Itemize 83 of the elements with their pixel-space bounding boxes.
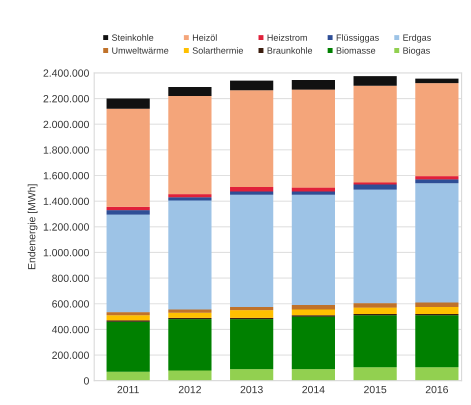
bar xyxy=(168,87,212,96)
bar xyxy=(292,80,336,90)
bar xyxy=(106,108,150,207)
y-tick-label: 1.400.000 xyxy=(44,198,89,206)
bar xyxy=(168,200,212,310)
y-tick-label: 200.000 xyxy=(52,352,89,359)
y-tick-label: 2.000.000 xyxy=(44,120,89,128)
bar xyxy=(415,306,458,314)
y-tick-label: 1.800.000 xyxy=(44,146,89,154)
bar xyxy=(415,179,458,184)
y-axis-title: Endenergie [MWh] xyxy=(28,184,38,270)
y-tick-label: 1.200.000 xyxy=(44,223,89,231)
bar xyxy=(292,188,336,192)
bar xyxy=(354,315,397,368)
bar xyxy=(292,192,336,195)
x-tick-label: 2013 xyxy=(240,386,263,394)
legend-label: Flüssiggas xyxy=(336,34,379,43)
y-tick-label: 1.600.000 xyxy=(44,172,89,180)
y-tick-label: 0 xyxy=(84,377,89,385)
y-tick-label: 800.000 xyxy=(52,274,89,282)
legend-label: Biomasse xyxy=(336,47,376,54)
bar xyxy=(292,369,336,381)
bar xyxy=(168,310,212,313)
bar xyxy=(168,194,212,198)
x-tick-label: 2016 xyxy=(426,386,448,394)
y-tick-label: 2.400.000 xyxy=(44,69,89,77)
legend-label: Solarthermie xyxy=(192,47,243,54)
legend-label: Erdgas xyxy=(403,34,431,43)
bar xyxy=(230,90,274,188)
bar xyxy=(106,312,150,316)
bar xyxy=(168,312,212,318)
bar xyxy=(168,370,212,381)
bar xyxy=(168,319,212,370)
bar xyxy=(415,183,458,302)
y-tick-label: 600.000 xyxy=(52,300,89,308)
bar xyxy=(230,80,274,90)
bar xyxy=(354,367,397,381)
bar xyxy=(354,190,397,304)
x-tick-label: 2011 xyxy=(117,386,139,394)
bar xyxy=(230,319,274,370)
x-tick-label: 2014 xyxy=(302,386,325,394)
bar xyxy=(106,206,150,210)
bar xyxy=(292,310,336,316)
legend-label: Heizstrom xyxy=(268,34,307,41)
bar xyxy=(230,306,274,310)
bar xyxy=(168,197,212,201)
x-tick-label: 2012 xyxy=(178,386,201,394)
bar xyxy=(354,303,397,308)
bar xyxy=(292,305,336,310)
bar xyxy=(230,192,274,195)
bar xyxy=(354,184,397,190)
bar xyxy=(415,83,458,176)
bar xyxy=(106,210,150,215)
bar xyxy=(230,310,274,318)
legend-label: Braunkohle xyxy=(268,47,312,54)
bar xyxy=(354,76,397,86)
bar xyxy=(292,90,336,188)
y-tick-label: 2.200.000 xyxy=(44,95,89,102)
bar xyxy=(415,367,458,381)
bar xyxy=(415,78,458,84)
y-tick-label: 1.000.000 xyxy=(44,248,89,256)
bar xyxy=(106,372,150,381)
bar xyxy=(106,214,150,312)
bar xyxy=(415,315,458,368)
bar xyxy=(106,98,150,109)
bar xyxy=(230,194,274,307)
bar xyxy=(230,187,274,192)
bar xyxy=(168,96,212,194)
legend-label: Steinkohle xyxy=(112,34,154,41)
legend-label: Umweltwärme xyxy=(112,47,168,54)
bar xyxy=(106,322,150,372)
legend-label: Heizöl xyxy=(192,34,217,41)
bar xyxy=(106,315,150,320)
bar xyxy=(292,316,336,370)
bar xyxy=(354,86,397,183)
x-tick-label: 2015 xyxy=(364,386,386,394)
legend-label: Biogas xyxy=(403,47,430,56)
bar xyxy=(292,194,336,306)
y-tick-label: 400.000 xyxy=(52,326,89,334)
bar xyxy=(230,369,274,381)
bar xyxy=(415,176,458,180)
bar xyxy=(354,308,397,314)
bar xyxy=(415,302,458,307)
